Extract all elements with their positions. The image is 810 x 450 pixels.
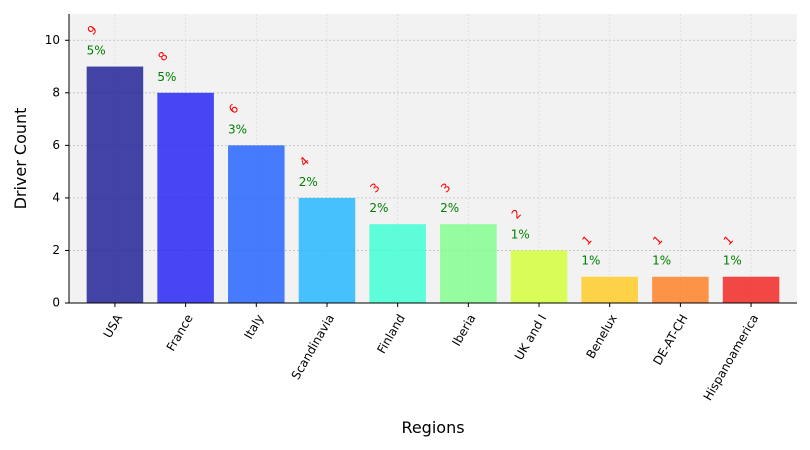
bar-italy xyxy=(228,145,285,303)
y-tick-label: 10 xyxy=(45,33,60,47)
percent-label: 1% xyxy=(581,254,600,268)
bar-iberia xyxy=(440,224,497,303)
axes xyxy=(65,14,797,307)
bar-france xyxy=(157,92,214,304)
percent-label: 2% xyxy=(299,175,318,189)
percent-label: 1% xyxy=(723,254,742,268)
percent-label: 2% xyxy=(440,201,459,215)
bars xyxy=(86,66,780,304)
y-tick-label: 2 xyxy=(52,243,60,257)
y-tick-label: 4 xyxy=(52,190,60,204)
x-tick-label: Benelux xyxy=(583,312,619,361)
x-tick-label: Finland xyxy=(374,312,408,356)
bar-finland xyxy=(369,224,426,303)
x-tick-label: Hispanoamerica xyxy=(701,312,762,403)
x-axis-title: Regions xyxy=(401,418,464,437)
percent-label: 1% xyxy=(511,227,530,241)
bar-de-at-ch xyxy=(652,276,709,303)
bar-scandinavia xyxy=(298,197,356,303)
y-tick-labels: 0 2 4 6 8 10 xyxy=(45,33,60,310)
percent-label: 2% xyxy=(369,201,388,215)
percent-label: 5% xyxy=(157,70,176,84)
percent-label: 3% xyxy=(228,122,247,136)
y-tick-label: 6 xyxy=(52,138,60,152)
bar-uk-and-i xyxy=(510,250,568,303)
percent-label: 5% xyxy=(87,44,106,58)
y-tick-label: 8 xyxy=(52,85,60,99)
x-tick-label: USA xyxy=(101,311,126,340)
x-tick-label: France xyxy=(164,312,196,354)
x-tick-label: Scandinavia xyxy=(289,312,338,382)
x-tick-label: UK and I xyxy=(512,312,549,363)
bar-usa xyxy=(86,66,144,303)
y-axis-title: Driver Count xyxy=(11,108,30,210)
x-tick-label: Italy xyxy=(241,312,266,342)
x-tick-label: DE-AT-CH xyxy=(650,312,690,368)
x-tick-label: Iberia xyxy=(449,312,478,349)
percent-label: 1% xyxy=(652,254,671,268)
bar-hispanoamerica xyxy=(722,276,780,303)
y-tick-label: 0 xyxy=(52,296,60,310)
x-tick-labels: USA France Italy Scandinavia Finland Iberia UK… xyxy=(101,311,762,403)
bar-benelux xyxy=(581,276,638,303)
